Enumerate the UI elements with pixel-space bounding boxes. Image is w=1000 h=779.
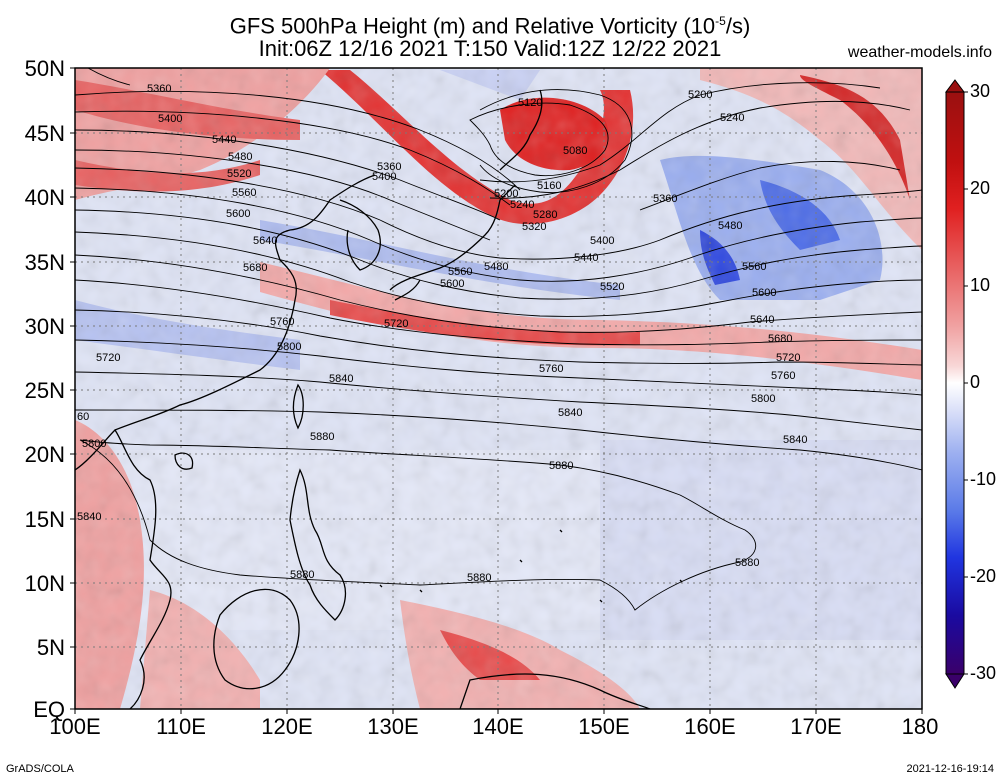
contour-label: 5760	[539, 363, 563, 375]
grid-lines	[75, 68, 922, 709]
contour-label: 5160	[537, 180, 561, 192]
contour-label: 5440	[574, 252, 598, 264]
contour-label: 5880	[735, 557, 759, 569]
colorbar-label: -10	[970, 469, 997, 489]
contour-label: 5200	[688, 89, 712, 101]
map-title-line1: GFS 500hPa Height (m) and Relative Vorti…	[229, 13, 751, 39]
contour-label: 5080	[563, 145, 587, 157]
contour-label: 5480	[228, 151, 252, 163]
lon-label: 100E	[49, 714, 101, 739]
title-exponent: -5	[715, 14, 726, 28]
lon-label: 170E	[790, 714, 842, 739]
lat-label: 20N	[24, 442, 65, 467]
colorbar	[945, 79, 968, 689]
contour-label: 5800	[277, 341, 301, 353]
contour-label: 5880	[290, 569, 314, 581]
colorbar-label: 10	[970, 275, 991, 295]
contour-label: 5560	[742, 261, 766, 273]
lat-label: 45N	[24, 121, 65, 146]
lat-label: 35N	[24, 250, 65, 275]
contour-label: 5720	[96, 352, 120, 364]
contour-label: 5880	[467, 572, 491, 584]
contour-label: 5200	[494, 188, 518, 200]
contour-label: 5520	[600, 281, 624, 293]
contour-label: 5680	[768, 333, 792, 345]
contour-label: 5520	[227, 168, 251, 180]
lon-label: 120E	[261, 714, 313, 739]
contour-label: 5120	[518, 97, 542, 109]
contour-label: 5720	[776, 352, 800, 364]
contour-label: 5560	[232, 187, 256, 199]
contour-label: 5360	[377, 161, 401, 173]
contour-label: 5680	[243, 262, 267, 274]
contour-label: 5240	[720, 112, 744, 124]
contour-label: 5400	[158, 113, 182, 125]
lat-label: 15N	[24, 507, 65, 532]
contour-label: 5720	[384, 318, 408, 330]
contour-label: 5280	[533, 209, 557, 221]
contour-label: 5600	[440, 278, 464, 290]
footer-timestamp: 2021-12-16-19:14	[906, 763, 994, 775]
contour-label: 5440	[212, 134, 236, 146]
lat-label: EQ	[33, 697, 65, 722]
contour-label: 5800	[751, 393, 775, 405]
contour-label: 5600	[752, 287, 776, 299]
contour-label: 5840	[558, 407, 582, 419]
height-contours	[75, 68, 922, 611]
contour-label: 5240	[510, 199, 534, 211]
contour-label: 5800	[82, 438, 106, 450]
colorbar-label: 20	[970, 178, 991, 198]
lon-label: 160E	[684, 714, 736, 739]
contour-label: 5760	[771, 370, 795, 382]
lon-label: 110E	[156, 714, 206, 739]
map-title-line2: Init:06Z 12/16 2021 T:150 Valid:12Z 12/2…	[258, 36, 722, 61]
contour-label: 60	[77, 411, 89, 423]
contour-label: 5360	[653, 193, 677, 205]
lon-label: 130E	[367, 714, 419, 739]
source-site: weather-models.info	[847, 44, 992, 61]
contour-label: 5840	[329, 373, 353, 385]
contour-label: 5840	[783, 434, 807, 446]
colorbar-label: 0	[970, 372, 981, 392]
contour-label: 5640	[750, 314, 774, 326]
colorbar-label: -20	[970, 566, 997, 586]
lon-label: 140E	[472, 714, 524, 739]
colorbar-label: 30	[970, 81, 991, 101]
contour-label: 5400	[372, 171, 396, 183]
lat-label: 30N	[24, 314, 65, 339]
contour-labels: 5360 5400 5440 5480 5520 5560 5600 5640 …	[77, 83, 807, 584]
contour-label: 5400	[590, 235, 614, 247]
contour-label: 5560	[448, 266, 472, 278]
colorbar-label: -30	[970, 663, 997, 683]
lat-label: 5N	[36, 635, 65, 660]
footer-credit: GrADS/COLA	[6, 763, 74, 775]
lat-label: 25N	[24, 378, 65, 403]
lon-label: 180	[901, 714, 939, 739]
contour-label: 5880	[549, 460, 573, 472]
lat-label: 40N	[24, 185, 65, 210]
contour-label: 5760	[270, 316, 294, 328]
axis-ticks	[70, 67, 923, 714]
contour-label: 5640	[253, 235, 277, 247]
contour-label: 5320	[522, 221, 546, 233]
contour-label: 5480	[484, 261, 508, 273]
lat-label: 50N	[24, 56, 65, 81]
lat-label: 10N	[24, 571, 65, 596]
contour-label: 5600	[226, 208, 250, 220]
contour-label: 5840	[77, 511, 101, 523]
contour-label: 5480	[718, 220, 742, 232]
coastlines	[75, 89, 683, 709]
contour-label: 5880	[310, 431, 334, 443]
lon-label: 150E	[578, 714, 630, 739]
contour-label: 5360	[147, 83, 171, 95]
